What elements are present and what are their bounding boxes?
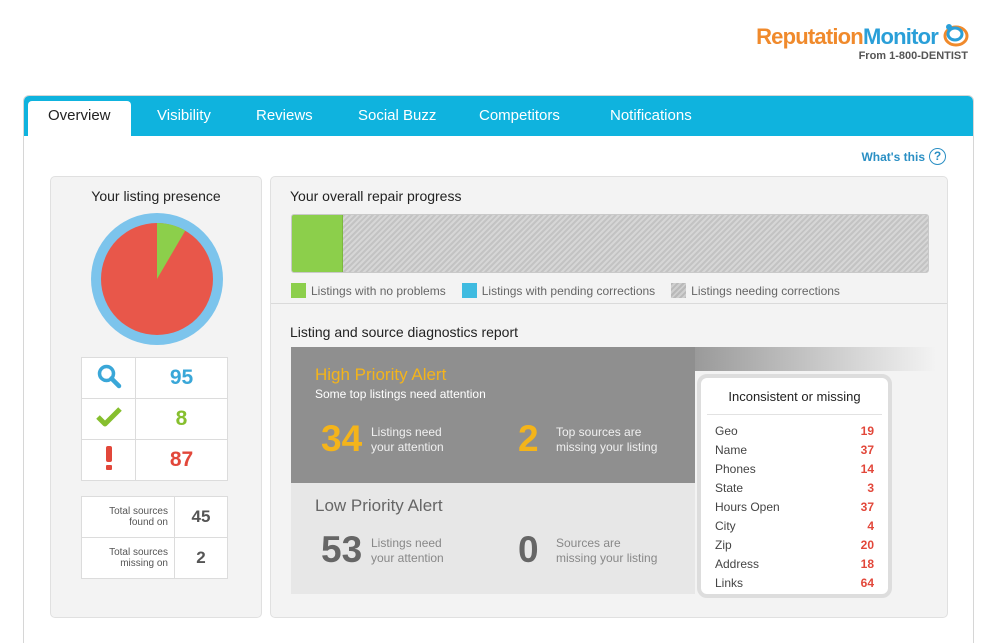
inconsistent-value: 37 bbox=[860, 500, 874, 514]
repair-progress-title: Your overall repair progress bbox=[290, 188, 462, 204]
inconsistent-row: Geo 19 bbox=[715, 424, 874, 443]
stat-row-ok: 8 bbox=[81, 398, 228, 440]
tab-bar: Overview Visibility Reviews Social Buzz … bbox=[24, 96, 973, 136]
dashboard-frame: Overview Visibility Reviews Social Buzz … bbox=[23, 95, 974, 643]
inconsistent-row: Links 64 bbox=[715, 576, 874, 595]
legend-pending: Listings with pending corrections bbox=[461, 283, 655, 298]
stat-total-value: 95 bbox=[135, 357, 228, 399]
repair-panel: Your overall repair progress Listings wi… bbox=[270, 176, 948, 618]
repair-progress-fill bbox=[292, 215, 343, 272]
legend-swatch-blue bbox=[461, 283, 477, 298]
inconsistent-value: 3 bbox=[867, 481, 874, 495]
inconsistent-value: 64 bbox=[860, 576, 874, 590]
brand-subtitle: From 1-800-DENTIST bbox=[858, 50, 968, 62]
brand-name: ReputationMonitor bbox=[756, 24, 939, 49]
inconsistent-row: Name 37 bbox=[715, 443, 874, 462]
pie-slice-ok bbox=[157, 223, 186, 279]
low-listings-desc: Listings need your attention bbox=[371, 536, 444, 565]
legend-swatch-green bbox=[291, 283, 306, 298]
sources-missing-label: Total sources missing on bbox=[81, 537, 175, 579]
section-divider bbox=[271, 303, 947, 304]
listing-stats-table: 95 8 87 bbox=[81, 357, 228, 481]
inconsistent-value: 14 bbox=[860, 462, 874, 476]
inconsistent-label: Geo bbox=[715, 424, 738, 438]
sources-missing-value: 2 bbox=[174, 537, 228, 579]
sources-found-value: 45 bbox=[174, 496, 228, 538]
repair-progress-bar bbox=[291, 214, 929, 273]
high-priority-alert: High Priority Alert Some top listings ne… bbox=[291, 347, 695, 483]
tab-overview[interactable]: Overview bbox=[28, 101, 131, 136]
tab-reviews[interactable]: Reviews bbox=[256, 107, 313, 124]
high-alert-subtitle: Some top listings need attention bbox=[315, 387, 486, 401]
low-listings-count: 53 bbox=[321, 529, 363, 570]
legend-swatch-grey bbox=[671, 283, 687, 298]
inconsistent-value: 20 bbox=[860, 538, 874, 552]
swirl-logo-icon bbox=[943, 24, 969, 47]
inconsistent-title: Inconsistent or missing bbox=[728, 389, 861, 404]
high-sources-desc: Top sources are missing your listing bbox=[556, 425, 658, 454]
inconsistent-row: State 3 bbox=[715, 481, 874, 500]
high-listings-desc: Listings need your attention bbox=[371, 425, 444, 454]
inconsistent-label: Address bbox=[715, 557, 760, 571]
inconsistent-label: Name bbox=[715, 443, 748, 457]
inconsistent-row: Address 18 bbox=[715, 557, 874, 576]
inconsistent-label: State bbox=[715, 481, 744, 495]
inconsistent-row: Zip 20 bbox=[715, 538, 874, 557]
high-alert-title: High Priority Alert bbox=[315, 365, 447, 384]
high-alert-strip bbox=[695, 347, 936, 371]
inconsistent-row: Hours Open 37 bbox=[715, 500, 874, 519]
inconsistent-label: Hours Open bbox=[715, 500, 780, 514]
brand: ReputationMonitor From 1-800-DENTIST bbox=[756, 24, 970, 62]
stat-problems-value: 87 bbox=[135, 439, 228, 481]
whats-this-label: What's this bbox=[861, 149, 925, 164]
legend-needing: Listings needing corrections bbox=[671, 283, 840, 298]
listing-presence-pie bbox=[91, 213, 223, 345]
low-sources-count: 0 bbox=[518, 529, 539, 570]
inconsistent-label: Zip bbox=[715, 538, 732, 552]
tab-social-buzz[interactable]: Social Buzz bbox=[358, 107, 437, 124]
exclamation-icon bbox=[81, 439, 136, 481]
stat-ok-value: 8 bbox=[135, 398, 228, 440]
stat-row-problems: 87 bbox=[81, 439, 228, 481]
question-circle-icon: ? bbox=[929, 148, 946, 165]
low-alert-title: Low Priority Alert bbox=[315, 496, 443, 515]
sources-found-label: Total sources found on bbox=[81, 496, 175, 538]
tab-visibility[interactable]: Visibility bbox=[157, 107, 211, 124]
inconsistent-value: 4 bbox=[867, 519, 874, 533]
sources-found-row: Total sources found on 45 bbox=[81, 496, 228, 538]
inconsistent-missing-box: Inconsistent or missing Geo 19 Name 37 Phone… bbox=[697, 374, 892, 598]
stat-row-total: 95 bbox=[81, 357, 228, 399]
diagnostics-title: Listing and source diagnostics report bbox=[290, 324, 519, 340]
low-priority-alert: Low Priority Alert 53 Listings need your … bbox=[291, 483, 695, 594]
tab-competitors[interactable]: Competitors bbox=[479, 107, 560, 124]
inconsistent-row: City 4 bbox=[715, 519, 874, 538]
inconsistent-row: Phones 14 bbox=[715, 462, 874, 481]
inconsistent-divider bbox=[707, 414, 882, 415]
sources-missing-row: Total sources missing on 2 bbox=[81, 537, 228, 579]
inconsistent-value: 18 bbox=[860, 557, 874, 571]
listing-presence-title: Your listing presence bbox=[91, 188, 221, 204]
inconsistent-value: 37 bbox=[860, 443, 874, 457]
high-sources-count: 2 bbox=[518, 418, 539, 459]
listing-presence-panel: Your listing presence 95 8 bbox=[50, 176, 262, 618]
inconsistent-label: Links bbox=[715, 576, 744, 590]
sources-table: Total sources found on 45 Total sources mi… bbox=[81, 496, 228, 579]
high-listings-count: 34 bbox=[321, 418, 363, 459]
inconsistent-label: Phones bbox=[715, 462, 756, 476]
progress-legend: Listings with no problems Listings with … bbox=[291, 283, 856, 298]
checkmark-icon bbox=[81, 398, 136, 440]
whats-this-link[interactable]: What's this ? bbox=[861, 148, 946, 165]
magnifier-icon bbox=[81, 357, 136, 399]
legend-no-problems: Listings with no problems bbox=[291, 283, 446, 298]
inconsistent-value: 19 bbox=[860, 424, 874, 438]
tab-notifications[interactable]: Notifications bbox=[610, 107, 692, 124]
low-sources-desc: Sources are missing your listing bbox=[556, 536, 658, 565]
inconsistent-label: City bbox=[715, 519, 736, 533]
